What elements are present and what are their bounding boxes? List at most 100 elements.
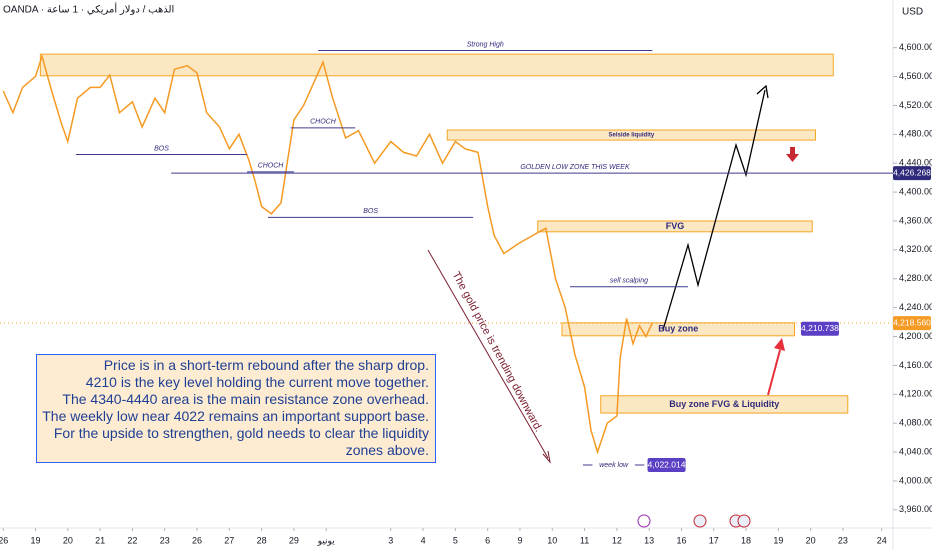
x-tick-label: 19 bbox=[773, 535, 783, 545]
label-bg bbox=[595, 275, 663, 286]
x-tick-label: 26 bbox=[0, 535, 8, 545]
y-tick-label: 4,280.000 bbox=[899, 273, 932, 283]
zone bbox=[561, 322, 795, 337]
y-tick-label: 4,160.000 bbox=[899, 360, 932, 370]
x-tick-label: 12 bbox=[612, 535, 622, 545]
zone-label: Selside liquidity bbox=[609, 133, 655, 139]
zone bbox=[446, 129, 816, 141]
event-icon[interactable] bbox=[737, 514, 751, 528]
x-tick-label: 23 bbox=[838, 535, 848, 545]
trend-note: The gold price is trending downward. bbox=[450, 270, 545, 434]
x-tick-label: 3 bbox=[388, 535, 393, 545]
currency: USD bbox=[902, 7, 923, 18]
price-line bbox=[2, 53, 654, 455]
y-tick-label: 4,040.000 bbox=[899, 446, 932, 456]
x-tick-label: 27 bbox=[224, 535, 234, 545]
note-line: The weekly low near 4022 remains an impo… bbox=[42, 408, 429, 424]
up-arrowhead bbox=[774, 338, 785, 351]
x-tick-label: 6 bbox=[485, 535, 490, 545]
x-tick-label: 4 bbox=[421, 535, 426, 545]
level-label: week low bbox=[599, 462, 629, 469]
y-tick-label: 4,120.000 bbox=[899, 389, 932, 399]
x-tick-label: 17 bbox=[709, 535, 719, 545]
x-tick-label: 13 bbox=[644, 535, 654, 545]
y-tick-label: 3,960.000 bbox=[899, 504, 932, 514]
y-tick-label: 4,000.000 bbox=[899, 475, 932, 485]
x-tick-label: 10 bbox=[547, 535, 557, 545]
projection-arrowhead bbox=[756, 84, 769, 99]
label-bg bbox=[152, 143, 171, 154]
x-tick-label: 20 bbox=[63, 535, 73, 545]
note-line: Price is in a short-term rebound after t… bbox=[103, 357, 429, 373]
y-tick-label: 4,480.000 bbox=[899, 129, 932, 139]
y-tick-label: 4,360.000 bbox=[899, 215, 932, 225]
label-bg bbox=[456, 39, 514, 50]
level-label: GOLDEN LOW ZONE THIS WEEK bbox=[520, 164, 630, 171]
x-tick-label: 22 bbox=[127, 535, 137, 545]
price-tag bbox=[893, 316, 931, 331]
note-line: The 4340-4440 area is the main resistanc… bbox=[62, 391, 429, 407]
zone bbox=[537, 220, 813, 233]
level-label: CHOCH bbox=[258, 163, 285, 170]
x-tick-label: 11 bbox=[580, 535, 589, 545]
note-line: For the upside to strengthen, gold needs… bbox=[53, 425, 429, 441]
y-tick-label: 4,520.000 bbox=[899, 100, 932, 110]
price-tag bbox=[800, 321, 839, 336]
y-tick-label: 4,560.000 bbox=[899, 71, 932, 81]
x-tick-label: 16 bbox=[676, 535, 686, 545]
x-tick-label: 26 bbox=[192, 535, 202, 545]
y-tick-label: 4,600.000 bbox=[899, 42, 932, 52]
price-tag-label: 4,426.268 bbox=[893, 167, 931, 177]
label-bg bbox=[361, 206, 380, 217]
price-tag-label: 4,210.738 bbox=[801, 323, 839, 333]
price-tag-label: 4,218.560 bbox=[893, 317, 931, 327]
level-label: CHOCH bbox=[310, 119, 337, 126]
y-tick-label: 4,400.000 bbox=[899, 186, 932, 196]
price-tag bbox=[647, 458, 686, 473]
event-icon[interactable] bbox=[637, 514, 651, 528]
label-bg bbox=[592, 460, 635, 471]
x-tick-label: 5 bbox=[453, 535, 458, 545]
label-bg bbox=[513, 162, 637, 173]
zone-label: Buy zone bbox=[658, 324, 698, 334]
up-arrow bbox=[767, 349, 781, 396]
analysis-note: Price is in a short-term rebound after t… bbox=[36, 354, 436, 463]
trend-arrowhead bbox=[542, 450, 551, 464]
y-tick-label: 4,320.000 bbox=[899, 244, 932, 254]
price-tag-label: 4,022.014 bbox=[648, 459, 686, 469]
y-tick-label: 4,080.000 bbox=[899, 418, 932, 428]
level-label: sell scalping bbox=[610, 278, 648, 285]
x-tick-label: 23 bbox=[160, 535, 170, 545]
x-tick-label: 9 bbox=[517, 535, 522, 545]
trend-arrow bbox=[427, 249, 549, 459]
y-tick-label: 4,240.000 bbox=[899, 302, 932, 312]
x-tick-label: 29 bbox=[289, 535, 299, 545]
note-line: 4210 is the key level holding the curren… bbox=[85, 374, 429, 390]
x-tick-label: 19 bbox=[31, 535, 41, 545]
label-bg bbox=[256, 160, 285, 171]
zone bbox=[600, 395, 849, 414]
x-tick-label: 21 bbox=[95, 535, 105, 545]
note-line: zones above. bbox=[345, 442, 429, 458]
y-tick-label: 4,440.000 bbox=[899, 158, 932, 168]
level-label: Strong High bbox=[467, 41, 504, 48]
zone-label: Buy zone FVG & Liquidity bbox=[669, 399, 779, 409]
down-arrow bbox=[790, 147, 795, 154]
header: OANDA · الذهب / دولار أمريكي · 1 ساعة bbox=[3, 3, 174, 16]
event-icon[interactable] bbox=[693, 514, 707, 528]
level-label: BOS bbox=[154, 145, 169, 152]
zone-label: FVG bbox=[666, 221, 685, 231]
projection-path bbox=[662, 89, 766, 331]
x-tick-label: يونيو bbox=[317, 535, 336, 545]
x-tick-label: 18 bbox=[741, 535, 751, 545]
zone bbox=[39, 53, 834, 77]
x-tick-label: 24 bbox=[877, 535, 887, 545]
down-arrowhead bbox=[786, 154, 799, 162]
label-bg bbox=[308, 116, 337, 127]
level-label: BOS bbox=[363, 208, 378, 215]
y-tick-label: 4,200.000 bbox=[899, 331, 932, 341]
x-tick-label: 20 bbox=[806, 535, 816, 545]
price-tag bbox=[893, 166, 931, 181]
